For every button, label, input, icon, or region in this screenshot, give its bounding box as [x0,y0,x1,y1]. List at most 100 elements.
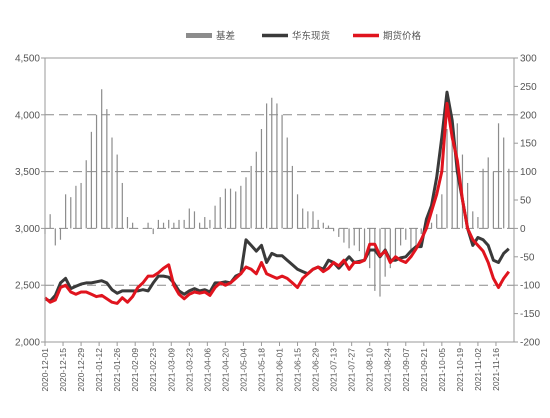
x-axis-tick-label: 2021-06-15 [293,348,303,392]
basis-bar [54,228,56,246]
basis-bar [95,114,98,229]
basis-bar [199,222,201,229]
x-axis-tick-label: 2020-12-29 [76,348,86,392]
x-axis-tick-label: 2021-07-27 [347,348,357,392]
basis-bar [394,228,397,257]
basis-bar [333,228,335,232]
basis-bar [85,160,87,229]
basis-bar [441,194,443,229]
basis-bar [245,177,247,229]
x-axis-tick-label: 2020-12-01 [40,348,50,392]
basis-bar [508,168,510,229]
basis-bar [101,89,103,229]
basis-bar [142,228,144,229]
x-axis-tick-label: 2021-03-09 [166,348,176,392]
x-axis-tick-label: 2021-01-26 [112,348,122,392]
x-axis-tick-label: 2021-01-12 [94,348,104,392]
basis-bar [374,228,376,291]
basis-bar [436,214,438,229]
basis-bar [219,197,221,229]
right-axis-tick-label: -50 [520,252,535,263]
basis-bar [266,103,268,229]
basis-bar [317,219,319,229]
basis-bar [400,228,402,246]
basis-bar [178,219,180,229]
left-axis-tick-label: 4,000 [15,110,40,121]
x-axis-tick-label: 2021-10-19 [455,348,465,392]
price-lines [44,90,510,305]
basis-bar [168,219,170,229]
basis-bar [271,97,273,229]
basis-bar [224,188,226,229]
legend-label: 期货价格 [383,30,422,42]
legend-item: 期货价格 [353,30,422,42]
right-axis-tick-label: 300 [520,54,537,65]
basis-bar [214,205,216,229]
right-axis-tick-label: 0 [520,224,526,235]
basis-bar [353,228,355,246]
basis-bar [322,222,324,229]
basis-bar [276,103,278,229]
futures-price-line [44,101,510,305]
x-axis-tick-label: 2021-04-20 [220,348,230,392]
basis-bar [281,114,283,229]
basis-bar [240,185,242,229]
basis-bar [193,211,196,229]
basis-bar [147,222,149,229]
axes: 2,000 2,500 3,000 3,500 4,000 4,500 -200 -150 -1… [15,54,540,392]
basis-bar [312,211,314,229]
basis-bar [59,228,62,240]
basis-bar [467,182,469,229]
basis-bar [65,194,67,229]
basis-bar [410,228,412,252]
basis-bar [229,188,232,229]
basis-bar [75,185,77,229]
basis-bar [209,219,211,229]
right-axis-tick-label: 150 [520,139,537,150]
basis-bar [250,165,252,229]
gridlines [45,114,514,286]
legend-swatch [186,33,212,38]
x-axis-tick-label: 2021-09-07 [401,348,411,392]
x-axis-tick-label: 2021-03-23 [184,348,194,392]
legend-item: 华东现货 [262,30,330,42]
basis-bar [487,157,489,229]
basis-bar [379,228,381,297]
legend: 基差 华东现货 期货价格 [186,30,422,42]
x-axis-tick-label: 2021-06-01 [275,348,285,392]
basis-bar [173,222,175,229]
basis-bar [121,182,123,229]
legend-label: 基差 [216,30,235,42]
x-axis-tick-label: 2021-10-05 [437,348,447,392]
basis-bar [291,165,293,229]
basis-bar [49,214,51,229]
left-axis-tick-label: 3,500 [15,167,40,178]
x-axis-tick-label: 2021-06-29 [311,348,321,392]
basis-bar [132,222,134,229]
basis-bar [152,228,154,235]
right-axis-tick-label: 200 [520,110,537,121]
left-axis-tick-label: 3,000 [15,224,40,235]
basis-bar [327,225,330,229]
basis-bar [204,217,206,229]
basis-bar [430,222,433,229]
basis-bar [116,154,118,229]
basis-bar [420,228,422,235]
basis-bar [338,228,340,237]
basis-bar [503,137,505,229]
basis-bar [358,228,360,252]
basis-bar [90,131,92,229]
left-axis-tick-label: 4,500 [15,54,40,65]
spot-price-line [44,90,510,303]
basis-bar [472,211,474,229]
basis-bar [389,228,391,269]
x-axis-tick-label: 2020-12-15 [58,348,68,392]
right-axis-tick-label: -150 [520,309,540,320]
basis-bar [286,137,288,229]
legend-item: 基差 [186,30,235,42]
basis-bar [70,197,72,229]
x-axis-tick-label: 2021-05-18 [256,348,266,392]
basis-bar [296,194,299,229]
